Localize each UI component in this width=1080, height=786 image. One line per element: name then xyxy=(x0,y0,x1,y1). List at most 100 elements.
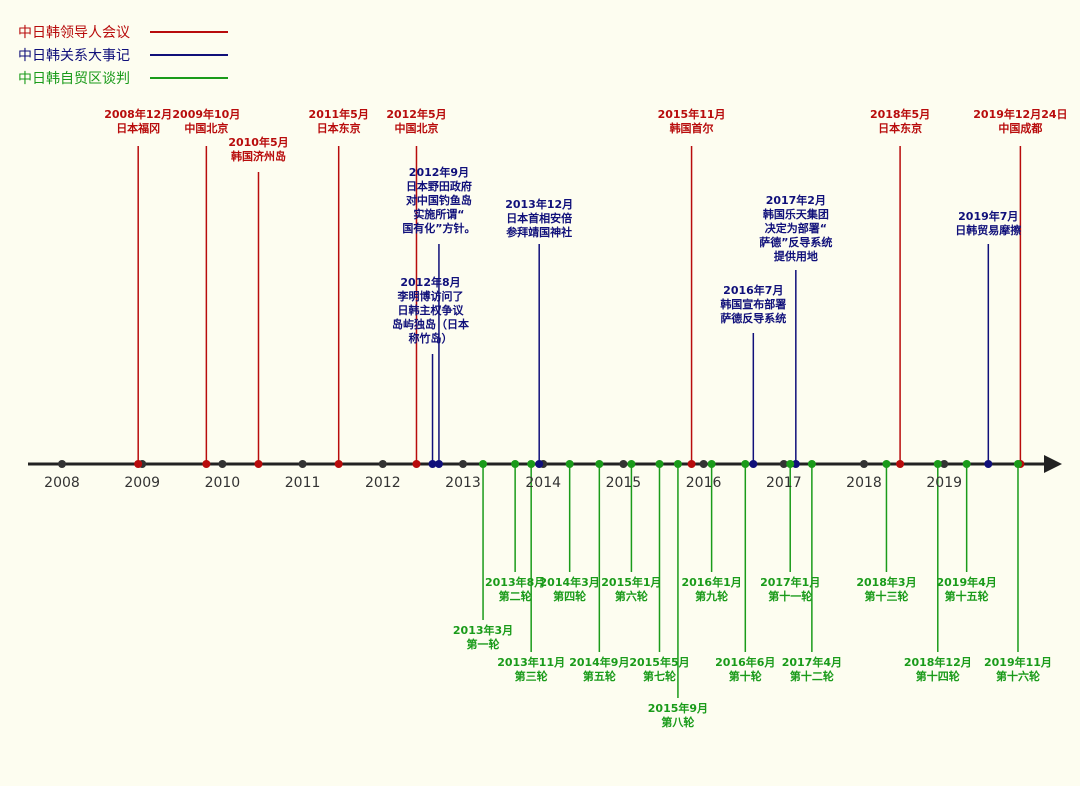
event-label-line: 中国北京 xyxy=(184,121,228,135)
event-label-fta: 2017年1月第十一轮 xyxy=(760,575,820,603)
event-stems xyxy=(137,146,1022,698)
event-label-fta: 2014年9月第五轮 xyxy=(569,655,629,683)
event-dot-relations xyxy=(791,460,800,468)
legend-label-relations: 中日韩关系大事记 xyxy=(18,48,130,64)
event-dot-relations xyxy=(434,460,443,468)
event-label-summit: 2011年5月日本东京 xyxy=(309,107,369,135)
event-label-line: 2009年10月 xyxy=(172,107,240,121)
event-label-line: 2019年7月 xyxy=(958,209,1018,223)
year-tick-2019 xyxy=(940,460,949,468)
year-label-2018: 2018 xyxy=(846,475,882,491)
year-label-2013: 2013 xyxy=(445,475,481,491)
year-label-2008: 2008 xyxy=(44,475,80,491)
event-label-line: 2018年3月 xyxy=(856,575,916,589)
event-label-line: 萨德反导系统 xyxy=(720,311,786,325)
event-label-fta: 2014年3月第四轮 xyxy=(540,575,600,603)
event-dot-fta xyxy=(786,460,795,468)
event-label-line: 第十轮 xyxy=(729,669,762,683)
event-dot-fta xyxy=(627,460,636,468)
year-tick-2013 xyxy=(459,460,467,468)
event-label-line: 国有化”方针。 xyxy=(402,221,475,235)
event-dot-fta xyxy=(527,460,536,468)
event-dot-fta xyxy=(655,460,664,468)
event-label-line: 2019年11月 xyxy=(984,655,1052,669)
event-label-fta: 2016年1月第九轮 xyxy=(681,575,741,603)
timeline-axis: 2008 2009 2010 2011 2012 2013 2014 2015 2016 2017… xyxy=(28,455,1062,491)
event-dot-fta xyxy=(807,460,816,468)
event-label-line: 中国北京 xyxy=(394,121,438,135)
event-label-fta: 2015年1月第六轮 xyxy=(601,575,661,603)
event-label-fta: 2013年11月第三轮 xyxy=(497,655,565,683)
event-label-line: 2013年11月 xyxy=(497,655,565,669)
event-dot-relations xyxy=(749,460,758,468)
year-tick-2011 xyxy=(298,460,307,468)
year-tick-2008 xyxy=(58,460,66,468)
year-label-2010: 2010 xyxy=(205,475,241,491)
event-label-line: 韩国济州岛 xyxy=(231,149,286,163)
event-dot-relations xyxy=(535,460,544,468)
year-label-2012: 2012 xyxy=(365,475,401,491)
event-label-relations: 2016年7月韩国宣布部署萨德反导系统 xyxy=(720,283,786,325)
event-label-fta: 2018年12月第十四轮 xyxy=(904,655,972,683)
year-tick-2010 xyxy=(218,460,227,468)
event-dot-fta xyxy=(1013,460,1022,468)
event-label-line: 第八轮 xyxy=(661,715,694,729)
event-label-line: 2018年12月 xyxy=(904,655,972,669)
event-label-line: 2018年5月 xyxy=(870,107,930,121)
event-dot-fta xyxy=(479,460,488,468)
event-label-line: 2017年1月 xyxy=(760,575,820,589)
event-label-line: 第十二轮 xyxy=(790,669,834,683)
event-label-line: 第五轮 xyxy=(583,669,616,683)
event-label-line: 2010年5月 xyxy=(228,135,288,149)
event-label-line: 中国成都 xyxy=(998,121,1042,135)
event-label-line: 日本东京 xyxy=(317,121,361,135)
year-label-2017: 2017 xyxy=(766,475,802,491)
year-tick-2017 xyxy=(779,460,788,468)
year-label-2009: 2009 xyxy=(124,475,160,491)
event-label-line: 第十五轮 xyxy=(945,589,989,603)
event-label-summit: 2019年12月24日中国成都 xyxy=(973,107,1067,135)
event-dot-fta xyxy=(565,460,574,468)
event-label-line: 2019年12月24日 xyxy=(973,107,1067,121)
event-dot-summit xyxy=(687,460,696,468)
event-label-line: 第四轮 xyxy=(553,589,586,603)
event-dot-fta xyxy=(511,460,520,468)
event-label-summit: 2018年5月日本东京 xyxy=(870,107,930,135)
event-label-fta: 2018年3月第十三轮 xyxy=(856,575,916,603)
event-label-line: 2014年9月 xyxy=(569,655,629,669)
event-label-line: 2015年9月 xyxy=(648,701,708,715)
event-label-line: 岛屿独岛（日本 xyxy=(392,317,469,331)
event-dot-fta xyxy=(595,460,604,468)
event-label-line: 2015年11月 xyxy=(658,107,726,121)
event-dot-fta xyxy=(962,460,971,468)
event-label-line: 日韩主权争议 xyxy=(398,303,465,317)
event-dots xyxy=(134,460,1025,468)
event-label-line: 2013年8月 xyxy=(485,575,545,589)
event-label-line: 决定为部署“ xyxy=(765,221,827,235)
event-label-line: 韩国乐天集团 xyxy=(763,207,829,221)
event-label-line: 第九轮 xyxy=(695,589,728,603)
event-label-line: 日本首相安倍 xyxy=(506,211,572,225)
event-label-line: 2008年12月 xyxy=(104,107,172,121)
year-label-2016: 2016 xyxy=(686,475,722,491)
event-label-line: 2017年2月 xyxy=(766,193,826,207)
event-label-line: 日本福冈 xyxy=(116,121,160,135)
event-label-line: 2015年5月 xyxy=(629,655,689,669)
event-label-line: 称竹岛） xyxy=(409,331,453,345)
event-label-fta: 2015年9月第八轮 xyxy=(648,701,708,729)
event-label-line: 第二轮 xyxy=(499,589,532,603)
event-dot-fta xyxy=(707,460,716,468)
event-label-fta: 2013年8月第二轮 xyxy=(485,575,545,603)
event-label-line: 第十三轮 xyxy=(864,589,908,603)
event-label-line: 李明博访问了 xyxy=(397,289,464,303)
event-label-line: 第十六轮 xyxy=(996,669,1040,683)
event-label-line: 2013年12月 xyxy=(505,197,573,211)
event-dot-summit xyxy=(202,460,211,468)
event-label-summit: 2012年5月中国北京 xyxy=(386,107,446,135)
event-label-relations: 2017年2月韩国乐天集团决定为部署“萨德”反导系统提供用地 xyxy=(759,193,832,263)
event-dot-relations xyxy=(428,460,437,468)
event-label-fta: 2019年11月第十六轮 xyxy=(984,655,1052,683)
event-label-line: 第三轮 xyxy=(515,669,548,683)
event-label-line: 日本东京 xyxy=(878,121,922,135)
